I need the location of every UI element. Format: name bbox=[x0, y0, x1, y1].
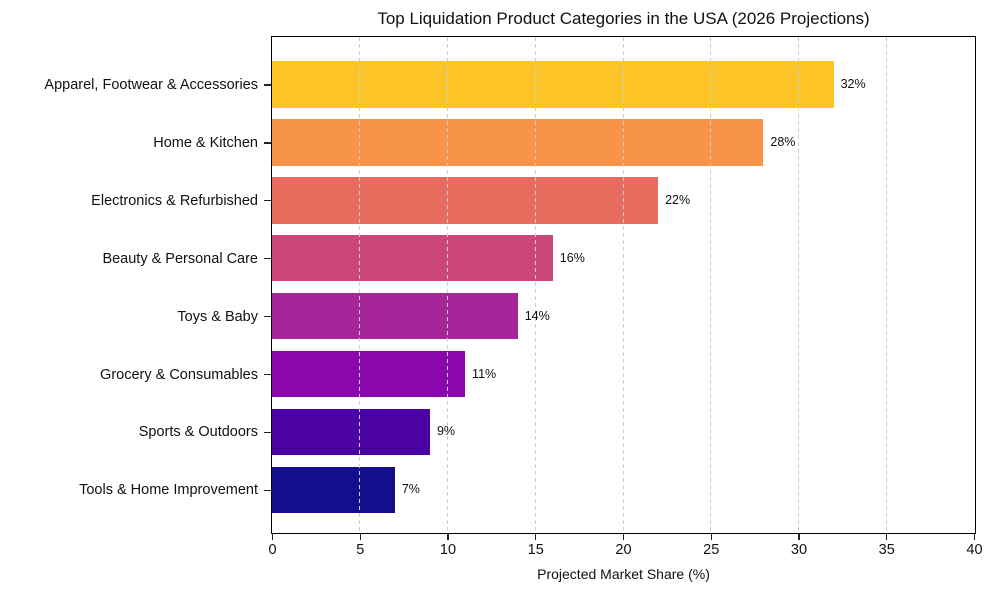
x-tick-mark bbox=[535, 534, 537, 540]
bar-7 bbox=[272, 408, 430, 456]
x-tick-label: 20 bbox=[615, 542, 632, 558]
gridline-20 bbox=[622, 37, 624, 533]
x-tick-label: 30 bbox=[790, 542, 808, 558]
bar-2 bbox=[272, 119, 764, 166]
y-tick-mark bbox=[264, 315, 271, 318]
bar-1 bbox=[272, 61, 834, 108]
x-tick-label: 10 bbox=[439, 542, 457, 558]
y-tick-mark bbox=[264, 258, 271, 260]
y-tick-mark bbox=[264, 200, 271, 202]
x-tick-label: 40 bbox=[966, 542, 983, 558]
category-label: Beauty & Personal Care bbox=[102, 250, 258, 267]
bar-value-label: 22% bbox=[665, 192, 691, 207]
x-tick-mark bbox=[359, 534, 361, 540]
y-tick-mark bbox=[264, 489, 271, 491]
x-tick-label: 0 bbox=[268, 542, 277, 558]
bar-5 bbox=[272, 292, 518, 340]
category-label: Apparel, Footwear & Accessories bbox=[44, 77, 258, 93]
plot-area: 32% 28% 22% 16% 14% 11% 9% 7% bbox=[271, 36, 976, 534]
gridline-35 bbox=[885, 37, 887, 533]
bar-4 bbox=[272, 234, 553, 282]
category-label: Home & Kitchen bbox=[153, 134, 258, 151]
gridlines-layer bbox=[272, 37, 975, 533]
chart-title: Top Liquidation Product Categories in th… bbox=[377, 9, 870, 28]
bar-8 bbox=[272, 466, 395, 514]
y-tick-mark bbox=[264, 142, 271, 144]
gridline-15 bbox=[534, 37, 536, 533]
x-tick-mark bbox=[973, 534, 976, 540]
category-label: Sports & Outdoors bbox=[138, 424, 258, 441]
bar-3 bbox=[272, 177, 659, 224]
bar-value-label: 14% bbox=[524, 308, 550, 323]
x-tick-mark bbox=[798, 534, 800, 540]
x-tick-mark bbox=[447, 534, 449, 540]
x-tick-mark bbox=[622, 534, 625, 540]
bar-value-label: 28% bbox=[770, 134, 796, 149]
x-tick-label: 25 bbox=[703, 542, 720, 558]
category-label: Tools & Home Improvement bbox=[79, 482, 258, 499]
y-tick-mark bbox=[264, 84, 271, 86]
y-tick-mark bbox=[264, 431, 271, 434]
bar-value-label: 9% bbox=[436, 424, 456, 439]
x-tick-mark bbox=[271, 534, 274, 540]
gridline-5 bbox=[359, 37, 361, 533]
x-tick-mark bbox=[710, 534, 712, 540]
x-tick-label: 5 bbox=[356, 542, 365, 558]
category-label: Grocery & Consumables bbox=[100, 366, 258, 383]
bar-6 bbox=[272, 350, 466, 398]
bar-value-label: 32% bbox=[840, 77, 866, 91]
x-axis-label: Projected Market Share (%) bbox=[537, 566, 710, 582]
x-tick-label: 35 bbox=[878, 542, 895, 558]
bar-value-label: 16% bbox=[559, 250, 585, 265]
gridline-10 bbox=[447, 37, 448, 533]
gridline-30 bbox=[798, 37, 799, 533]
y-tick-mark bbox=[264, 373, 271, 376]
bars-layer: 32% 28% 22% 16% 14% 11% 9% 7% bbox=[272, 37, 975, 533]
category-label: Toys & Baby bbox=[177, 308, 258, 325]
x-tick-label: 15 bbox=[527, 542, 544, 558]
x-tick-mark bbox=[886, 534, 888, 540]
category-label: Electronics & Refurbished bbox=[91, 192, 258, 209]
gridline-25 bbox=[710, 37, 712, 533]
bar-value-label: 7% bbox=[401, 482, 420, 497]
bar-value-label: 11% bbox=[472, 366, 497, 381]
